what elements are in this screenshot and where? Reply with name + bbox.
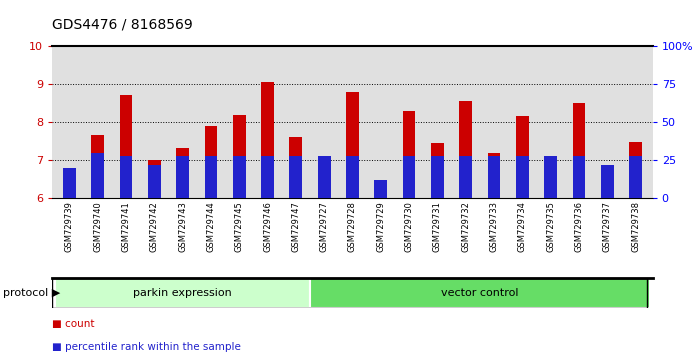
Bar [374, 193, 387, 198]
Bar [516, 116, 529, 198]
Bar [488, 153, 500, 198]
Bar [544, 156, 557, 198]
Bar [290, 137, 302, 198]
Bar [63, 168, 75, 198]
Bar [431, 156, 444, 198]
Bar [346, 92, 359, 198]
Bar [318, 176, 331, 198]
Bar [516, 156, 529, 198]
Bar [148, 160, 161, 198]
Bar [233, 156, 246, 198]
Text: ■ percentile rank within the sample: ■ percentile rank within the sample [52, 342, 242, 352]
Text: GDS4476 / 8168569: GDS4476 / 8168569 [52, 18, 193, 32]
Bar [572, 103, 586, 198]
Bar [318, 156, 331, 198]
Text: protocol ▶: protocol ▶ [3, 288, 61, 298]
Text: parkin expression: parkin expression [133, 288, 232, 298]
Bar [630, 142, 642, 198]
Bar [261, 156, 274, 198]
Text: vector control: vector control [441, 288, 519, 298]
Bar [601, 177, 614, 198]
Bar [601, 165, 614, 198]
Bar [572, 156, 586, 198]
Bar [205, 156, 217, 198]
Bar [176, 148, 189, 198]
Bar [205, 126, 217, 198]
Bar [374, 180, 387, 198]
Bar [119, 95, 133, 198]
Bar [431, 143, 444, 198]
Bar [544, 177, 557, 198]
Bar [403, 156, 415, 198]
Bar [148, 165, 161, 198]
Bar [403, 111, 415, 198]
Bar [261, 82, 274, 198]
Bar [488, 156, 500, 198]
Text: ■ count: ■ count [52, 319, 95, 329]
Bar [233, 115, 246, 198]
Bar [346, 156, 359, 198]
Bar [290, 156, 302, 198]
Bar [310, 278, 650, 308]
Bar [119, 156, 133, 198]
Bar [91, 136, 104, 198]
Bar [91, 153, 104, 198]
Bar [176, 156, 189, 198]
Bar [459, 156, 472, 198]
Bar [63, 179, 75, 198]
Bar [459, 101, 472, 198]
Bar [55, 278, 310, 308]
Bar [630, 156, 642, 198]
